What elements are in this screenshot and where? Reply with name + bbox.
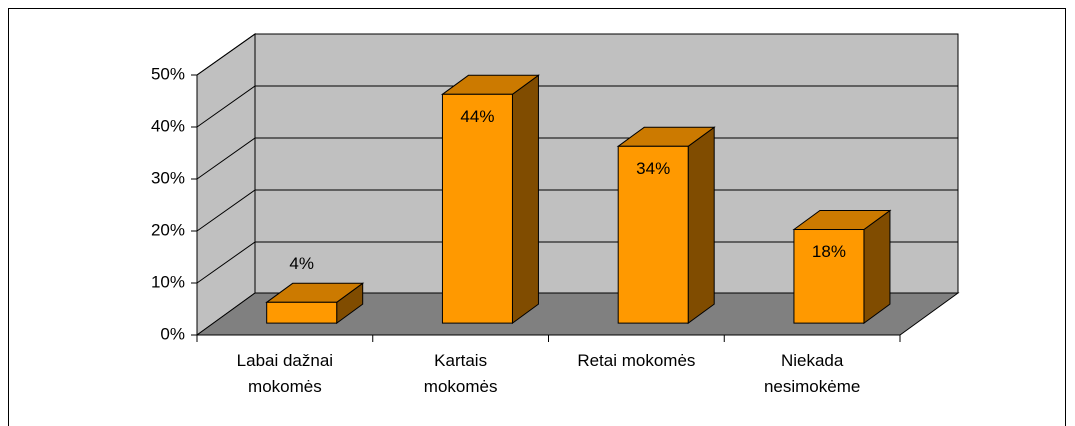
grid-line bbox=[196, 33, 958, 76]
x-tick-label: Niekada nesimokėme bbox=[763, 351, 861, 396]
bar bbox=[441, 93, 513, 324]
x-tick-label: Kartais mokomės bbox=[423, 351, 498, 396]
grid-line bbox=[196, 241, 958, 284]
y-tick-label: 10% bbox=[151, 272, 185, 291]
bar bbox=[617, 145, 689, 324]
bar-side bbox=[511, 74, 539, 325]
bar bbox=[266, 301, 338, 324]
value-label: 44% bbox=[460, 107, 494, 126]
value-label: 34% bbox=[636, 159, 670, 178]
x-tick-label: Retai mokomės bbox=[577, 351, 696, 370]
y-tick-label: 50% bbox=[151, 64, 185, 83]
bar-side bbox=[863, 209, 891, 325]
y-tick-label: 40% bbox=[151, 116, 185, 135]
value-label: 18% bbox=[812, 242, 846, 261]
y-tick-label: 0% bbox=[160, 324, 185, 343]
value-label: 4% bbox=[289, 254, 314, 273]
grid-line bbox=[196, 189, 958, 232]
left-wall bbox=[196, 33, 256, 336]
bar-side bbox=[687, 126, 715, 325]
y-tick-label: 30% bbox=[151, 168, 185, 187]
x-tick-label: Labai dažnai mokomės bbox=[236, 351, 334, 396]
grid-line bbox=[196, 137, 958, 180]
grid-line bbox=[196, 85, 958, 128]
y-tick-label: 20% bbox=[151, 220, 185, 239]
bar bbox=[793, 229, 865, 324]
